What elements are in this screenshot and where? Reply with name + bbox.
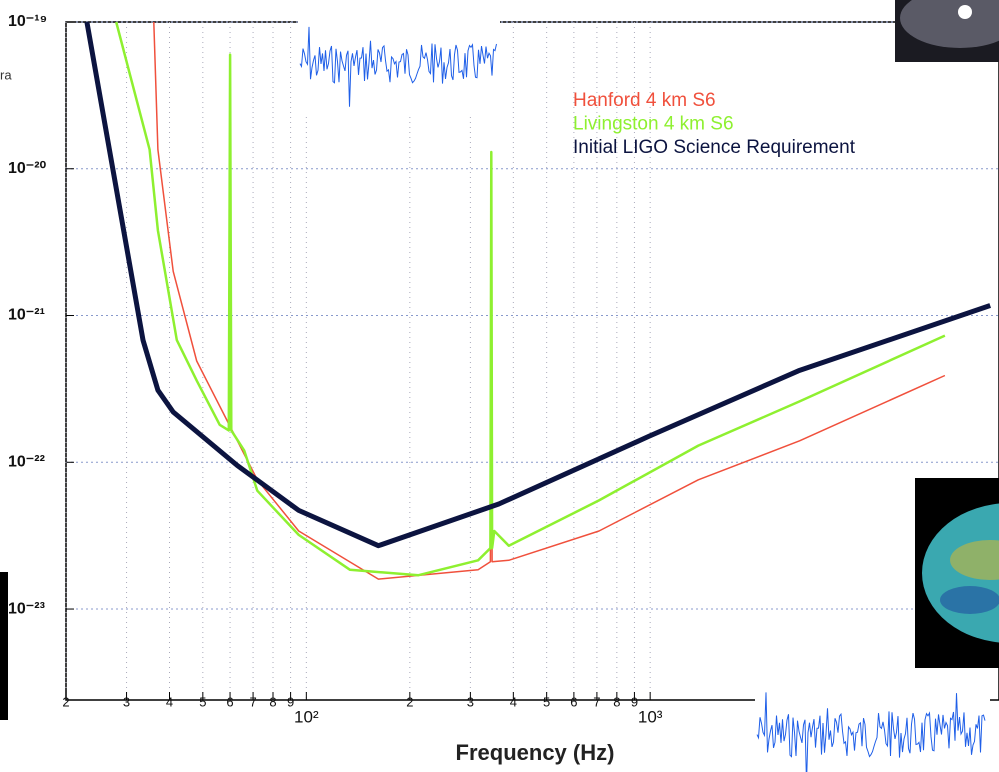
x-tick-label: 2 xyxy=(406,694,413,709)
x-tick-label: 7 xyxy=(249,694,256,709)
y-tick-label: 10⁻²² xyxy=(8,453,45,470)
x-tick-label: 5 xyxy=(543,694,550,709)
x-tick-label: 7 xyxy=(593,694,600,709)
x-tick-label: 2 xyxy=(62,694,69,709)
series-line xyxy=(114,21,946,577)
y-tick-label: 10⁻¹⁹ xyxy=(8,13,47,30)
noise-trace xyxy=(299,26,497,107)
x-tick-label: 10³ xyxy=(638,707,663,726)
y-tick-label: 10⁻²³ xyxy=(8,600,45,617)
glow xyxy=(958,5,972,19)
x-tick-label: 9 xyxy=(631,694,638,709)
x-tick-label: 5 xyxy=(199,694,206,709)
edge-image xyxy=(0,572,8,720)
series-line xyxy=(84,21,992,549)
x-tick-label: 8 xyxy=(269,694,276,709)
noise-trace xyxy=(756,692,986,772)
x-tick-label: 10² xyxy=(294,707,319,726)
legend-label: Hanford 4 km S6 xyxy=(573,90,716,111)
legend-label: Initial LIGO Science Requirement xyxy=(573,137,856,158)
x-tick-label: 6 xyxy=(570,694,577,709)
x-tick-label: 4 xyxy=(510,694,517,709)
x-tick-label: 3 xyxy=(123,694,130,709)
cmb-image xyxy=(915,478,999,668)
noise-bg xyxy=(755,680,990,772)
cmb-patch xyxy=(950,540,999,580)
disk xyxy=(900,0,999,48)
fragment-text: ra xyxy=(0,67,12,82)
y-tick-label: 10⁻²¹ xyxy=(8,307,45,324)
series-line xyxy=(153,21,946,580)
y-tick-label: 10⁻²⁰ xyxy=(8,160,47,177)
x-tick-label: 8 xyxy=(613,694,620,709)
disk-image xyxy=(895,0,999,62)
x-axis-title: Frequency (Hz) xyxy=(456,740,615,765)
x-tick-label: 4 xyxy=(166,694,173,709)
legend-label: Livingston 4 km S6 xyxy=(573,114,734,135)
x-tick-label: 3 xyxy=(467,694,474,709)
x-tick-label: 6 xyxy=(226,694,233,709)
cmb-patch xyxy=(940,586,999,614)
noise-insets xyxy=(298,14,990,772)
x-tick-label: 9 xyxy=(287,694,294,709)
